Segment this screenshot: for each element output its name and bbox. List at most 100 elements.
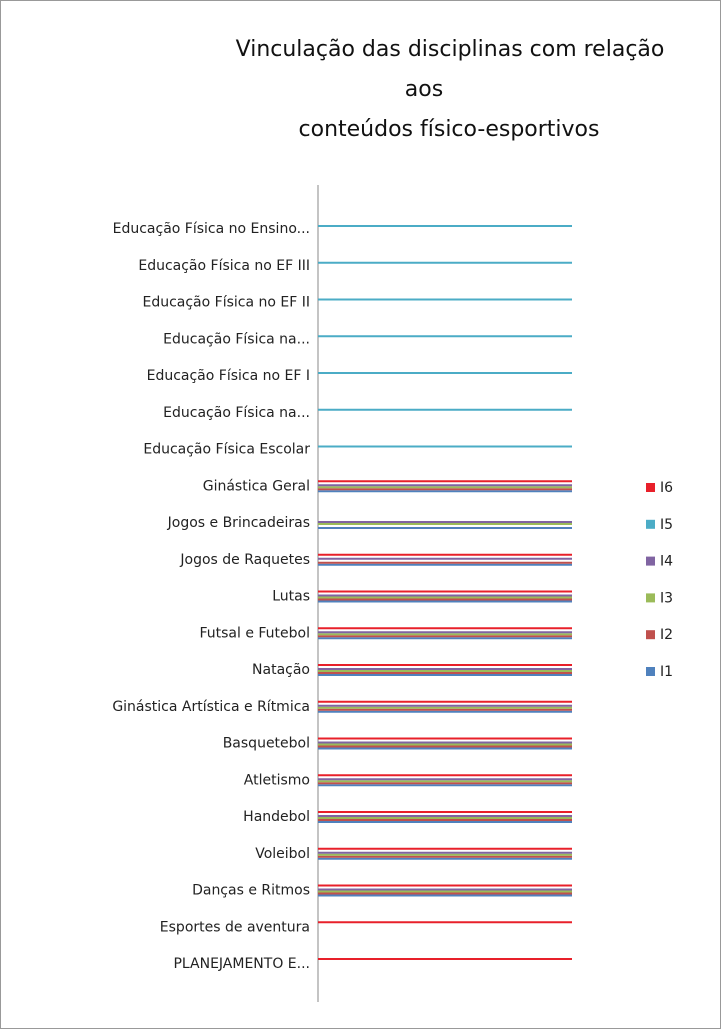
y-tick-label: Basquetebol bbox=[223, 736, 310, 752]
bar bbox=[318, 706, 572, 709]
y-tick-label: Jogos de Raquetes bbox=[179, 552, 310, 568]
legend-label: I3 bbox=[660, 590, 673, 606]
legend-swatch bbox=[646, 593, 655, 603]
bar bbox=[318, 635, 572, 638]
bar bbox=[318, 561, 572, 564]
bar bbox=[318, 553, 572, 556]
bar bbox=[318, 815, 572, 817]
bar bbox=[318, 737, 572, 740]
legend-swatch bbox=[646, 483, 655, 492]
bar bbox=[318, 888, 572, 891]
bar bbox=[318, 600, 572, 603]
y-tick-label: Jogos e Brincadeiras bbox=[167, 515, 310, 531]
bar bbox=[318, 664, 572, 666]
bar bbox=[318, 819, 572, 821]
y-tick-label: Ginástica Geral bbox=[203, 478, 310, 494]
bar bbox=[318, 855, 572, 858]
bar bbox=[318, 488, 572, 491]
y-tick-label: Educação Física Escolar bbox=[143, 442, 310, 458]
chart-title: Vinculação das disciplinas com relação bbox=[236, 37, 665, 62]
y-tick-label: Atletismo bbox=[244, 772, 310, 788]
y-tick-label: Lutas bbox=[272, 589, 310, 605]
bar bbox=[318, 745, 572, 748]
bar bbox=[318, 523, 572, 525]
y-tick-label: Educação Física na... bbox=[163, 405, 310, 421]
bar bbox=[318, 627, 572, 630]
y-tick-label: Ginástica Artística e Rítmica bbox=[112, 699, 310, 715]
bar bbox=[318, 335, 572, 338]
bar bbox=[318, 596, 572, 599]
bar bbox=[318, 821, 572, 823]
bar bbox=[318, 847, 572, 850]
bar bbox=[318, 484, 572, 487]
y-tick-label: PLANEJAMENTO E... bbox=[173, 956, 310, 972]
bar bbox=[318, 704, 572, 707]
bar bbox=[318, 817, 572, 819]
legend-label: I1 bbox=[660, 664, 673, 680]
legend-label: I6 bbox=[660, 480, 673, 496]
bar bbox=[318, 594, 572, 597]
bar bbox=[318, 811, 572, 813]
bar bbox=[318, 778, 572, 781]
bar bbox=[318, 563, 572, 566]
bar bbox=[318, 710, 572, 713]
bar bbox=[318, 486, 572, 489]
y-tick-label: Futsal e Futebol bbox=[199, 625, 310, 641]
bar bbox=[318, 743, 572, 746]
bar bbox=[318, 853, 572, 856]
y-tick-label: Educação Física no Ensino... bbox=[113, 221, 310, 237]
legend-swatch bbox=[646, 556, 655, 566]
bar bbox=[318, 782, 572, 785]
bar bbox=[318, 780, 572, 783]
bar bbox=[318, 884, 572, 887]
legend-swatch bbox=[646, 519, 655, 529]
bar bbox=[318, 633, 572, 636]
bar bbox=[318, 668, 572, 670]
bar bbox=[318, 774, 572, 777]
bar bbox=[318, 921, 572, 924]
bar bbox=[318, 637, 572, 640]
y-tick-label: Natação bbox=[252, 662, 310, 678]
chart-title: aos bbox=[405, 77, 443, 102]
legend-label: I2 bbox=[660, 627, 673, 643]
bar bbox=[318, 784, 572, 787]
bar bbox=[318, 672, 572, 674]
bar bbox=[318, 225, 572, 227]
bar bbox=[318, 892, 572, 895]
y-tick-label: Esportes de aventura bbox=[160, 919, 310, 935]
bar bbox=[318, 298, 572, 301]
bar bbox=[318, 445, 572, 448]
y-tick-label: Handebol bbox=[243, 809, 310, 825]
bar bbox=[318, 598, 572, 601]
bar bbox=[318, 674, 572, 676]
y-tick-label: Educação Física na... bbox=[163, 331, 310, 347]
bar bbox=[318, 408, 572, 411]
y-tick-label: Educação Física no EF III bbox=[138, 258, 310, 274]
y-tick-label: Educação Física no EF II bbox=[142, 295, 310, 311]
bar bbox=[318, 527, 572, 529]
y-tick-label: Voleibol bbox=[255, 846, 310, 862]
bar bbox=[318, 851, 572, 854]
legend-label: I5 bbox=[660, 517, 673, 533]
bar bbox=[318, 708, 572, 711]
bar bbox=[318, 741, 572, 744]
bar bbox=[318, 557, 572, 560]
bar bbox=[318, 590, 572, 593]
bar bbox=[318, 261, 572, 264]
bar bbox=[318, 894, 572, 897]
bar bbox=[318, 490, 572, 493]
bar bbox=[318, 670, 572, 672]
bar bbox=[318, 958, 572, 960]
bar bbox=[318, 372, 572, 374]
legend-label: I4 bbox=[660, 554, 673, 570]
y-tick-label: Educação Física no EF I bbox=[147, 368, 310, 384]
bar bbox=[318, 700, 572, 703]
bar bbox=[318, 890, 572, 893]
bar bbox=[318, 480, 572, 483]
bar bbox=[318, 521, 572, 523]
bar bbox=[318, 747, 572, 750]
bar bbox=[318, 857, 572, 860]
chart-title: conteúdos físico-esportivos bbox=[299, 117, 600, 142]
